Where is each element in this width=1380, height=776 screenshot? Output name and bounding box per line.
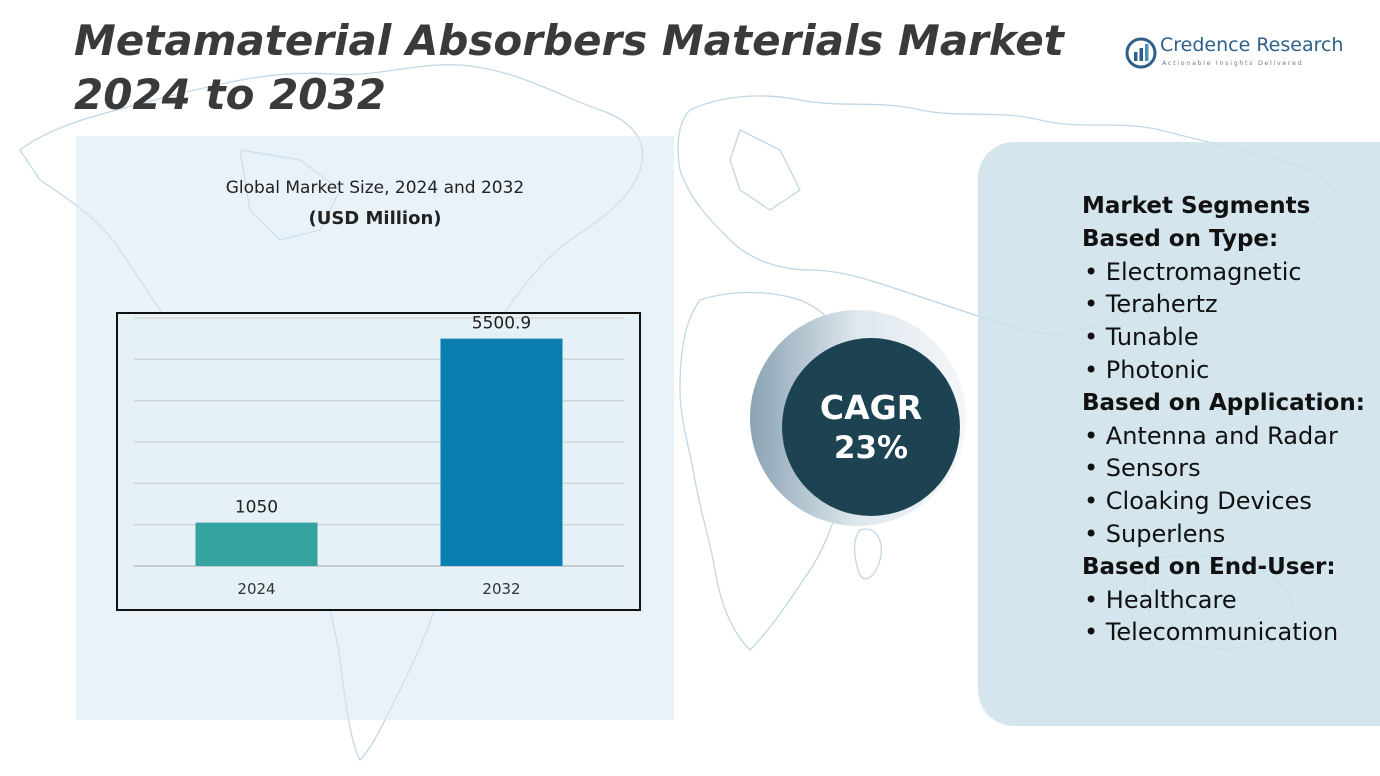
- bar-value-label: 5500.9: [472, 314, 531, 334]
- segments-panel: Market Segments Based on Type: • Electro…: [978, 142, 1380, 726]
- segment-item: • Electromagnetic: [1084, 257, 1302, 286]
- chart-unit-label: (USD Million): [308, 208, 442, 229]
- segment-group-title: Based on Type:: [1082, 225, 1279, 252]
- cagr-value: 23%: [833, 430, 909, 466]
- segment-item: • Terahertz: [1084, 290, 1218, 319]
- segment-item: • Photonic: [1084, 355, 1210, 384]
- segments-heading: Market Segments: [1082, 193, 1311, 219]
- bar-value-label: 1050: [235, 498, 278, 518]
- credence-logo-icon: [1125, 37, 1157, 69]
- segments-list: Market Segments Based on Type: • Electro…: [1082, 190, 1365, 649]
- segment-group-title: Based on Application:: [1082, 389, 1365, 416]
- segment-item: • Antenna and Radar: [1084, 421, 1338, 450]
- segment-item: • Superlens: [1084, 519, 1226, 548]
- segment-group-title: Based on End-User:: [1082, 553, 1336, 580]
- segment-item: • Cloaking Devices: [1084, 487, 1312, 516]
- segment-item: • Telecommunication: [1084, 618, 1339, 647]
- brand-logo: Credence Research Actionable Insights De…: [1124, 34, 1354, 74]
- x-tick-label: 2024: [237, 580, 275, 598]
- segment-item: • Tunable: [1084, 323, 1199, 352]
- brand-tagline: Actionable Insights Delivered: [1162, 59, 1304, 67]
- x-tick-label: 2032: [482, 580, 520, 598]
- chart-title: Global Market Size, 2024 and 2032: [225, 178, 525, 198]
- brand-name: Credence Research: [1160, 34, 1344, 56]
- cagr-badge: CAGR 23%: [748, 308, 968, 528]
- bar-chart: 1050 5500.9 2024 2032: [116, 312, 641, 611]
- bar-2032: [440, 338, 563, 566]
- cagr-label: CAGR: [819, 388, 923, 427]
- cagr-circle: CAGR 23%: [782, 338, 960, 516]
- page-title: Metamaterial Absorbers Materials Market …: [74, 16, 1064, 119]
- segment-item: • Healthcare: [1084, 585, 1237, 614]
- segment-item: • Sensors: [1084, 454, 1201, 483]
- bar-2024: [195, 522, 318, 566]
